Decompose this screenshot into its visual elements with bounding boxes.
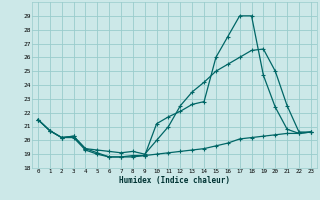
X-axis label: Humidex (Indice chaleur): Humidex (Indice chaleur) [119, 176, 230, 185]
